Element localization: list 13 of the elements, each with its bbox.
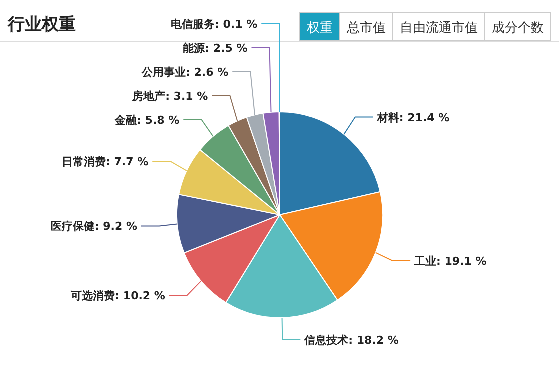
slice-label: 工业: 19.1 %	[414, 254, 487, 268]
slice-label: 能源: 2.5 %	[183, 42, 248, 55]
chart-title: 行业权重	[7, 15, 76, 35]
slice-label: 信息技术: 18.2 %	[304, 334, 399, 347]
slice-label: 房地产: 3.1 %	[132, 90, 208, 103]
slice-label: 电信服务: 0.1 %	[171, 18, 258, 31]
slice-label: 金融: 5.8 %	[114, 114, 180, 127]
slice-label: 公用事业: 2.6 %	[141, 66, 229, 79]
slice-label: 医疗保健: 9.2 %	[50, 220, 138, 234]
slice-label: 日常消费: 7.7 %	[62, 156, 149, 169]
tabs: 权重 总市值 自由流通市值 成分个数	[300, 12, 552, 42]
slice-label: 可选消费: 10.2 %	[70, 290, 166, 302]
slice-label: 材料: 21.4 %	[376, 111, 450, 124]
